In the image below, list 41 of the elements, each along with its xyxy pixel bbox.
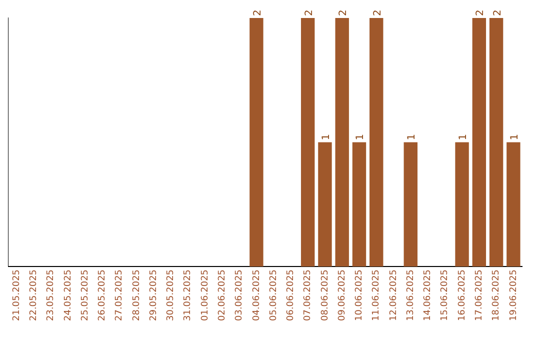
x-tick-label: 19.06.2025 — [508, 269, 519, 321]
x-tick-label: 24.05.2025 — [63, 269, 74, 321]
x-tick-label: 02.06.2025 — [218, 269, 228, 321]
x-tick-label: 29.05.2025 — [148, 269, 159, 321]
x-tick-label: 23.05.2025 — [46, 269, 56, 321]
x-tick-label: 08.06.2025 — [320, 269, 330, 321]
data-label: 2 — [338, 10, 350, 16]
x-tick-label: 11.06.2025 — [372, 269, 382, 321]
x-tick-label: 31.05.2025 — [183, 269, 194, 321]
x-tick-label: 28.05.2025 — [132, 269, 142, 321]
data-label: 2 — [304, 10, 315, 16]
data-label: 1 — [406, 134, 418, 140]
data-label: 2 — [372, 10, 384, 16]
data-label: 2 — [492, 10, 504, 16]
data-label: 1 — [509, 134, 520, 140]
x-tick-label: 26.05.2025 — [98, 269, 108, 321]
data-label: 2 — [475, 10, 486, 16]
x-tick-label: 10.06.2025 — [354, 269, 365, 321]
x-tick-label: 06.06.2025 — [286, 269, 296, 321]
x-tick-label: 17.06.2025 — [474, 269, 485, 321]
x-tick-label: 13.06.2025 — [406, 269, 416, 321]
x-tick-label: 21.05.2025 — [12, 269, 22, 321]
data-label: 2 — [252, 10, 264, 16]
x-tick-label: 07.06.2025 — [303, 269, 314, 321]
x-tick-label: 12.06.2025 — [388, 269, 399, 321]
data-label: 1 — [458, 134, 470, 140]
x-tick-label: 04.06.2025 — [252, 269, 262, 321]
x-tick-label: 25.05.2025 — [80, 269, 90, 321]
x-tick-label: 22.05.2025 — [29, 269, 40, 321]
x-tick-label: 18.06.2025 — [492, 269, 502, 321]
x-tick-label: 15.06.2025 — [440, 269, 450, 321]
x-tick-label: 14.06.2025 — [423, 269, 434, 321]
x-tick-label: 01.06.2025 — [200, 269, 210, 321]
x-tick-label: 30.05.2025 — [166, 269, 176, 321]
x-tick-label: 09.06.2025 — [337, 269, 348, 321]
data-label: 1 — [355, 134, 366, 140]
x-tick-label: 16.06.2025 — [457, 269, 468, 321]
x-tick-label: 03.06.2025 — [234, 269, 245, 321]
x-tick-label: 27.05.2025 — [114, 269, 125, 321]
x-tick-label: 05.06.2025 — [268, 269, 279, 321]
data-label: 1 — [320, 134, 332, 140]
